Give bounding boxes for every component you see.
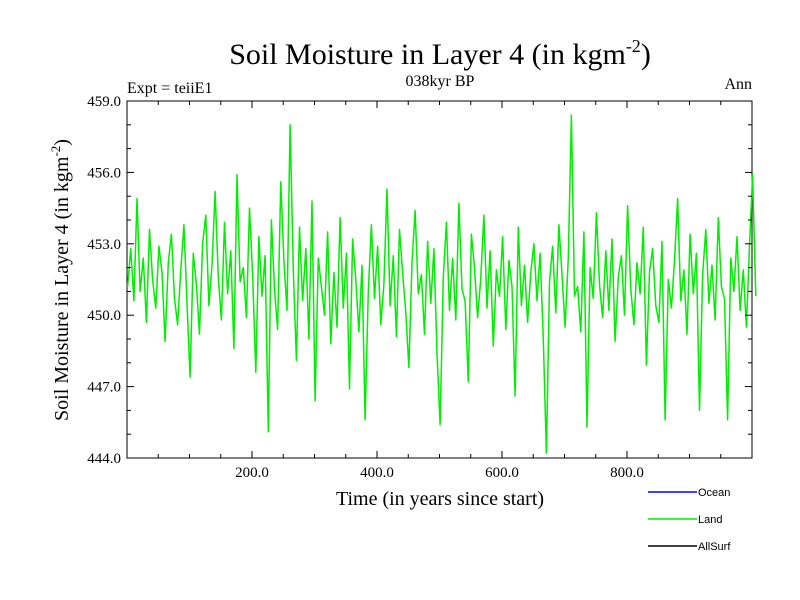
y-tick-label: 444.0	[87, 451, 121, 467]
experiment-label: Expt = teiiE1	[127, 80, 212, 97]
x-tick-label: 400.0	[360, 465, 394, 481]
x-tick-label: 800.0	[610, 465, 644, 481]
chart-title: Soil Moisture in Layer 4 (in kgm-2)	[229, 36, 651, 71]
season-label: Ann	[724, 76, 752, 93]
x-tick-label: 600.0	[485, 465, 519, 481]
y-tick-label: 453.0	[87, 237, 121, 253]
y-tick-label: 450.0	[87, 308, 121, 324]
x-axis-label: Time (in years since start)	[336, 488, 544, 510]
y-tick-label: 459.0	[87, 94, 121, 110]
y-tick-label: 447.0	[87, 380, 121, 396]
y-tick-label: 456.0	[87, 165, 121, 181]
y-axis-label: Soil Moisture in Layer 4 (in kgm-2)	[48, 139, 73, 421]
y-axis: 444.0 447.0 450.0 453.0 456.0 459.0	[87, 94, 752, 467]
x-axis: 200.0 400.0 600.0 800.0	[157, 101, 722, 481]
chart-subtitle: 038kyr BP	[406, 73, 475, 90]
legend-label-allsurf: AllSurf	[698, 541, 731, 553]
legend-label-land: Land	[698, 514, 722, 526]
legend: Ocean Land AllSurf	[648, 487, 731, 553]
legend-label-ocean: Ocean	[698, 487, 730, 499]
x-tick-label: 200.0	[235, 465, 269, 481]
series-line-land	[126, 114, 757, 454]
